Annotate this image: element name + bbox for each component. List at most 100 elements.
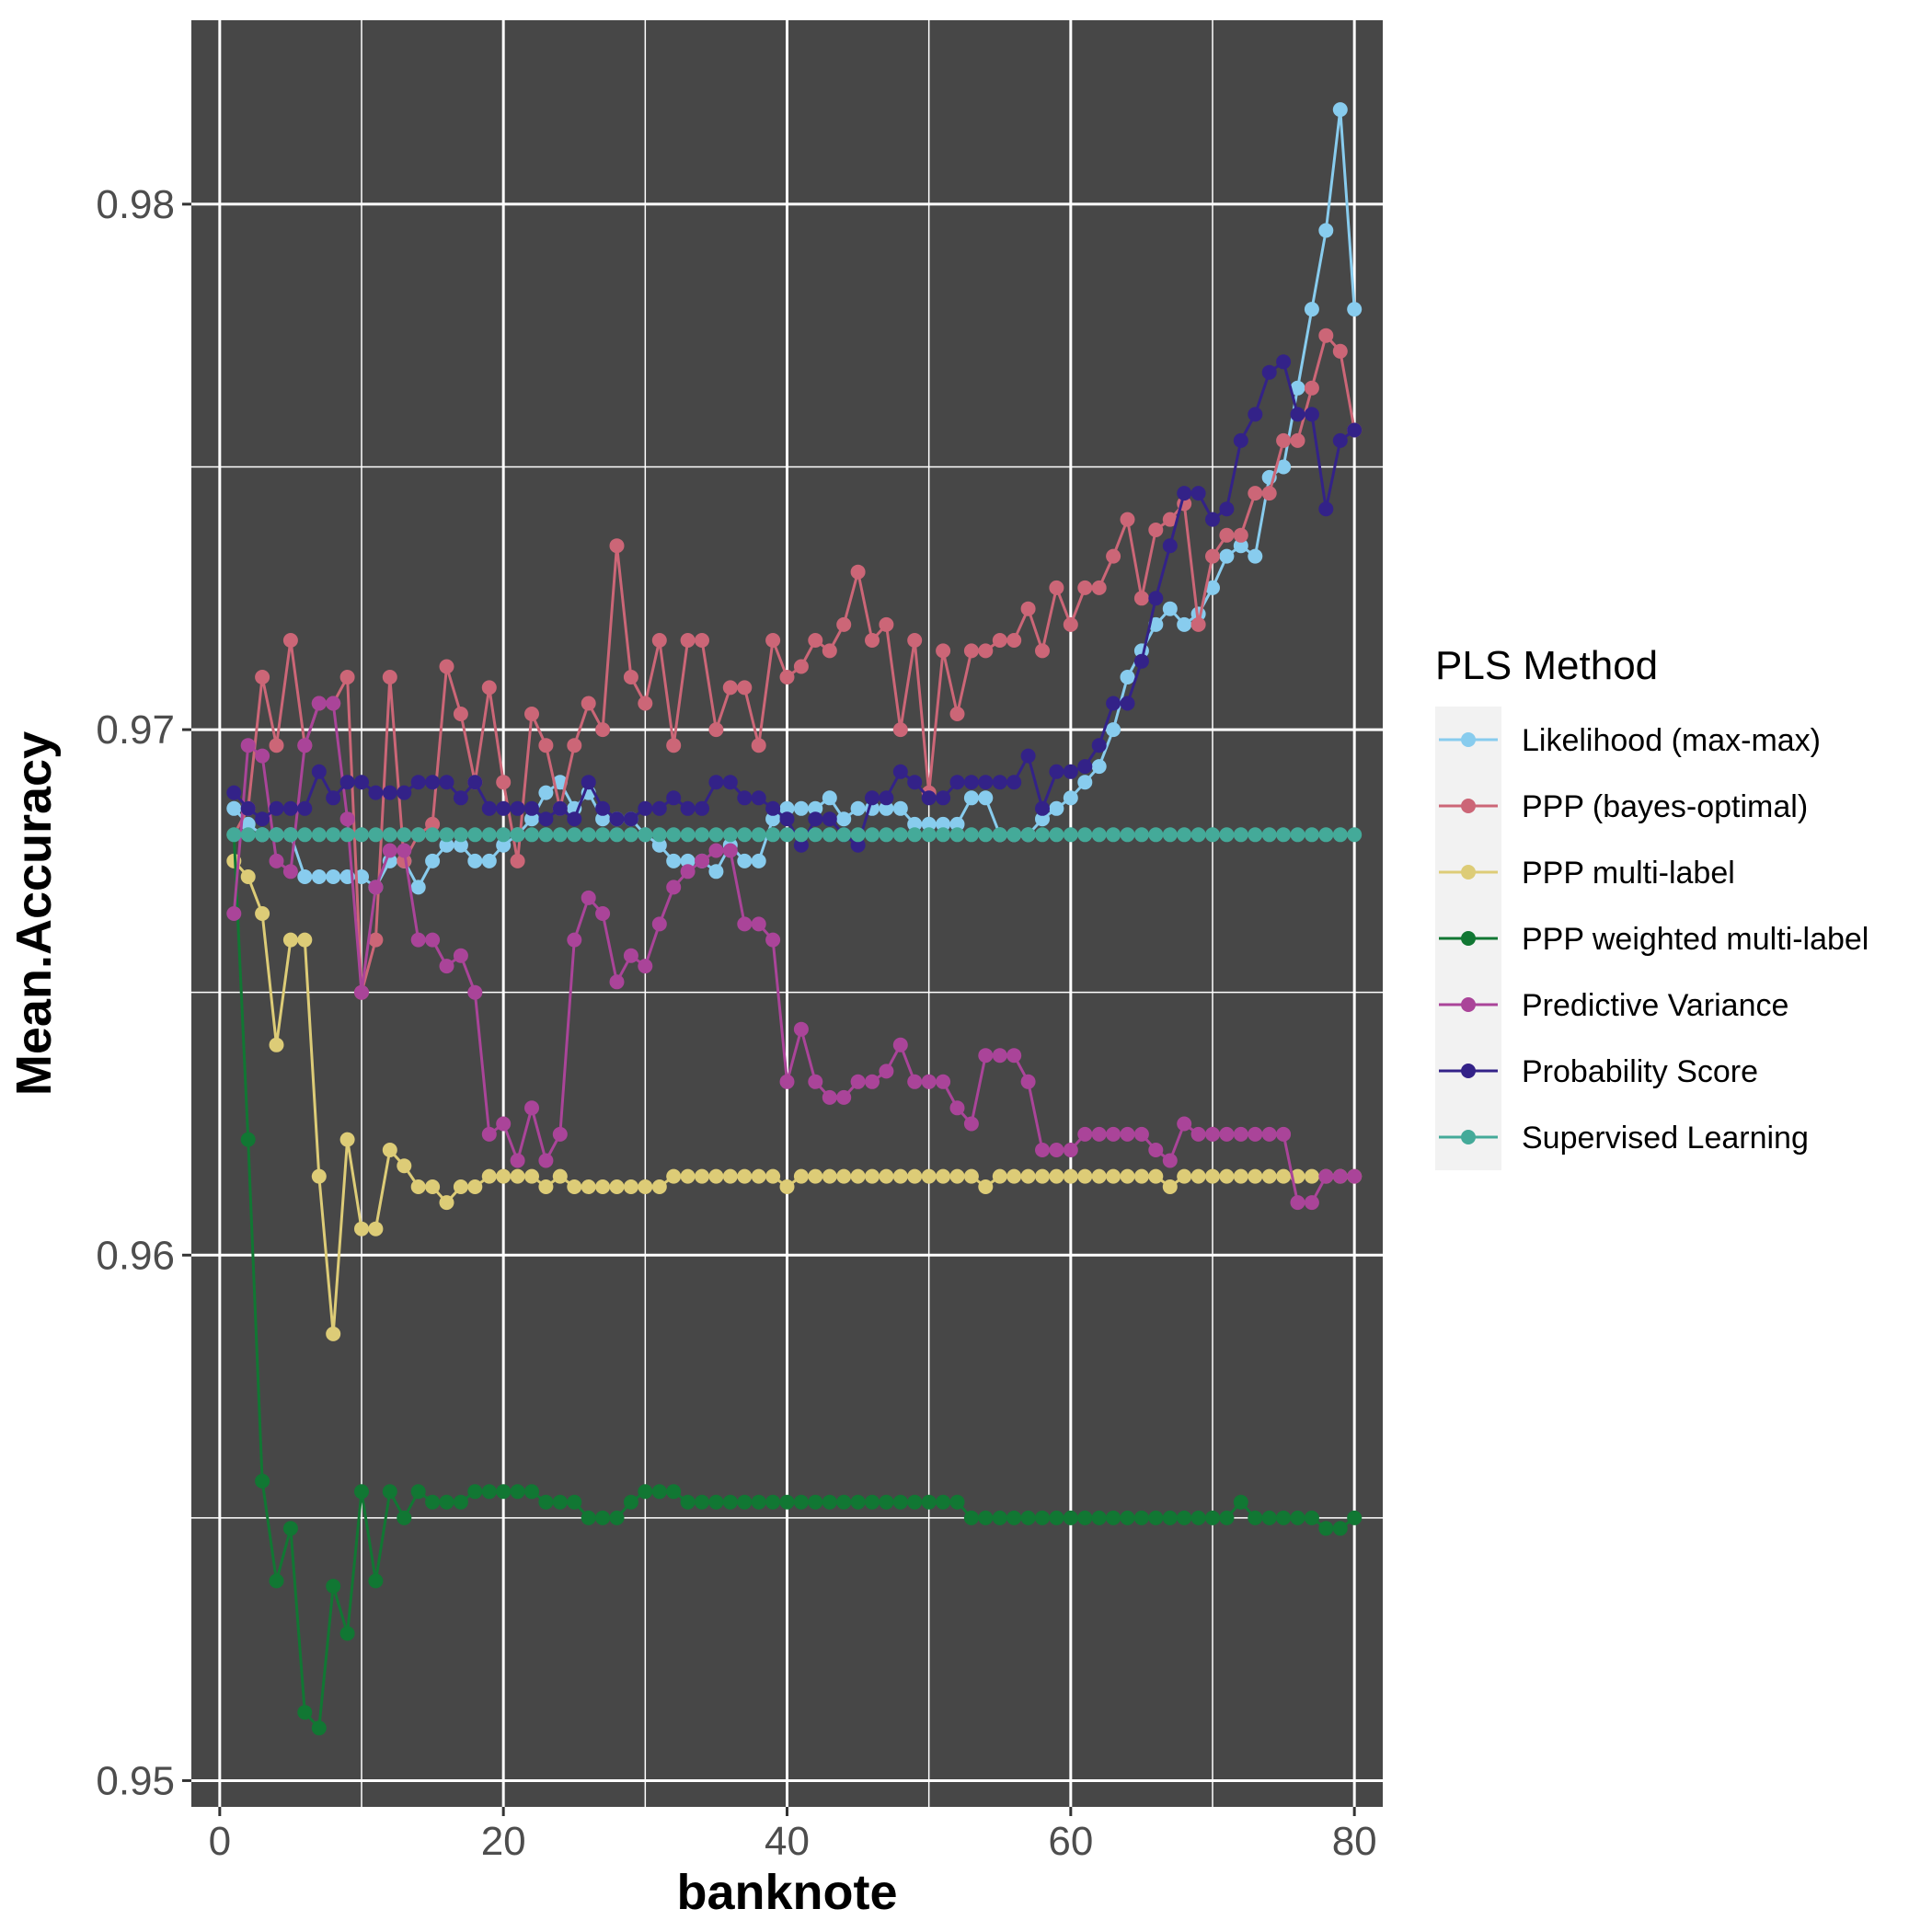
data-point (651, 1484, 667, 1500)
data-point (1035, 827, 1050, 843)
data-point (467, 775, 483, 790)
data-point (453, 707, 468, 721)
data-point (638, 696, 653, 711)
data-point (992, 633, 1007, 648)
data-point (865, 633, 880, 648)
data-point (1347, 827, 1363, 843)
data-point (822, 1168, 837, 1184)
data-point (439, 1494, 454, 1510)
data-point (978, 643, 994, 659)
data-point (992, 1048, 1007, 1064)
data-point (339, 827, 355, 843)
data-point (1133, 1126, 1149, 1142)
data-point (1077, 1168, 1093, 1184)
data-point (666, 853, 682, 868)
data-point (1261, 364, 1277, 380)
data-point (1106, 1126, 1121, 1142)
data-point (623, 827, 638, 843)
data-point (481, 1484, 497, 1500)
data-point (836, 1494, 852, 1510)
data-point (793, 659, 809, 674)
data-point (382, 785, 397, 800)
data-point (1020, 601, 1036, 616)
data-point (1162, 827, 1178, 843)
data-point (1162, 512, 1178, 527)
data-point (326, 827, 341, 843)
data-point (326, 869, 341, 884)
data-point (1177, 827, 1192, 843)
data-point (921, 790, 937, 806)
data-point (382, 843, 397, 858)
data-point (808, 811, 823, 827)
legend-item: PPP multi-label (1439, 856, 1735, 891)
data-point (453, 1494, 468, 1510)
data-point (226, 785, 242, 800)
data-point (410, 932, 426, 948)
data-point (326, 1579, 341, 1594)
data-point (326, 696, 341, 711)
data-point (722, 843, 738, 858)
x-tick-label: 0 (209, 1819, 231, 1864)
data-point (651, 916, 667, 932)
data-point (1148, 827, 1164, 843)
data-point (439, 837, 454, 853)
data-point (623, 1179, 638, 1194)
data-point (907, 827, 923, 843)
data-point (666, 827, 682, 843)
data-point (609, 538, 625, 554)
data-point (1261, 1510, 1277, 1525)
data-point (552, 1494, 568, 1510)
legend-key-point (1461, 997, 1476, 1012)
data-point (581, 775, 596, 790)
data-point (623, 811, 638, 827)
data-point (1120, 1510, 1135, 1525)
data-point (765, 827, 781, 843)
data-point (737, 680, 753, 696)
series (226, 827, 1363, 843)
data-point (865, 790, 880, 806)
data-point (567, 738, 582, 753)
data-point (1318, 1521, 1334, 1536)
x-axis-title: banknote (676, 1865, 897, 1920)
data-point (339, 775, 355, 790)
data-point (708, 722, 724, 738)
data-point (467, 1179, 483, 1194)
data-point (708, 775, 724, 790)
series (226, 696, 1363, 1211)
data-point (1035, 800, 1050, 816)
data-point (722, 775, 738, 790)
data-point (240, 1132, 256, 1147)
data-point (651, 1179, 667, 1194)
data-point (695, 633, 709, 648)
data-point (297, 869, 313, 884)
legend-key-point (1461, 865, 1476, 880)
data-point (949, 816, 965, 832)
data-point (1304, 380, 1319, 396)
data-point (1190, 1510, 1206, 1525)
data-point (779, 1074, 795, 1089)
data-point (695, 800, 709, 816)
data-point (1020, 1074, 1036, 1089)
data-point (1049, 1168, 1064, 1184)
data-point (1290, 1195, 1305, 1211)
data-point (439, 775, 454, 790)
data-point (269, 1573, 284, 1589)
data-point (936, 1074, 951, 1089)
data-point (1077, 775, 1093, 790)
data-point (382, 1143, 397, 1157)
data-point (354, 984, 369, 1000)
data-point (1063, 764, 1078, 779)
data-point (1063, 1510, 1078, 1525)
data-point (722, 680, 738, 696)
data-point (1162, 601, 1178, 616)
data-point (1318, 827, 1334, 843)
data-point (524, 1484, 539, 1500)
data-point (836, 811, 852, 827)
x-tick-label: 40 (765, 1819, 810, 1864)
data-point (581, 696, 596, 711)
data-point (1162, 1179, 1178, 1194)
data-point (1332, 1168, 1348, 1184)
data-point (425, 1179, 441, 1194)
data-point (226, 827, 242, 843)
data-point (1049, 764, 1064, 779)
